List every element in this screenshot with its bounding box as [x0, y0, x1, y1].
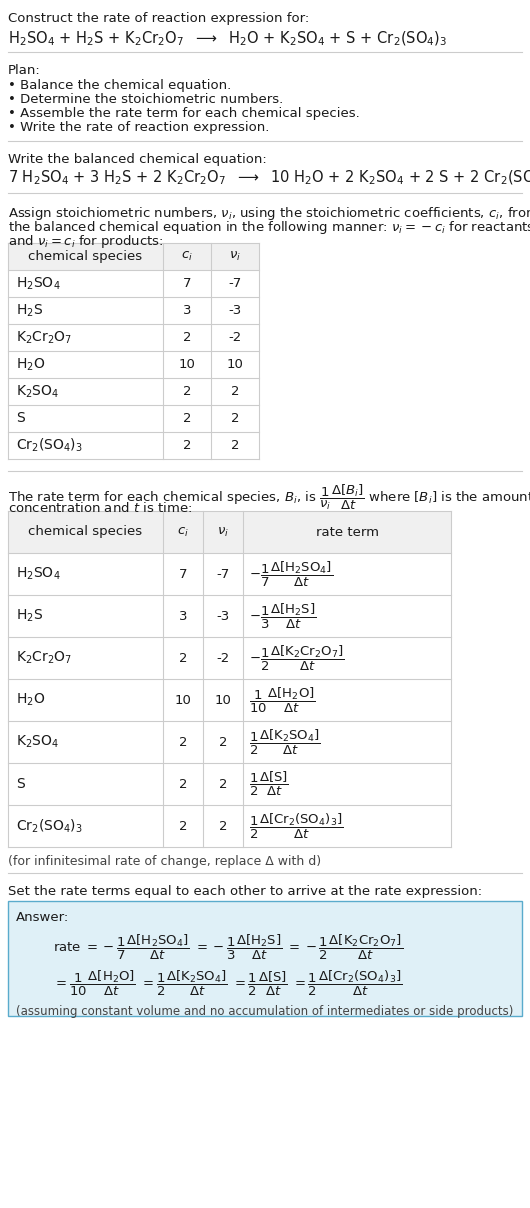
Text: chemical species: chemical species: [29, 525, 143, 539]
Text: Construct the rate of reaction expression for:: Construct the rate of reaction expressio…: [8, 12, 309, 25]
Text: $c_i$: $c_i$: [181, 250, 193, 263]
Text: $\dfrac{1}{10}$$\dfrac{\Delta[\mathregular{H_2O}]}{\Delta t}$: $\dfrac{1}{10}$$\dfrac{\Delta[\mathregul…: [249, 685, 316, 715]
Text: 2: 2: [219, 819, 227, 832]
Text: $\dfrac{1}{2}$$\dfrac{\Delta[\mathregular{S}]}{\Delta t}$: $\dfrac{1}{2}$$\dfrac{\Delta[\mathregula…: [249, 769, 289, 798]
Text: $\mathregular{K_2SO_4}$: $\mathregular{K_2SO_4}$: [16, 383, 59, 400]
Text: $\mathregular{Cr_2(SO_4)_3}$: $\mathregular{Cr_2(SO_4)_3}$: [16, 437, 83, 454]
Text: S: S: [16, 412, 25, 425]
Text: $\dfrac{1}{2}$$\dfrac{\Delta[\mathregular{K_2SO_4}]}{\Delta t}$: $\dfrac{1}{2}$$\dfrac{\Delta[\mathregula…: [249, 727, 321, 756]
Text: -7: -7: [228, 277, 242, 290]
Text: Write the balanced chemical equation:: Write the balanced chemical equation:: [8, 153, 267, 165]
Text: $\mathregular{H_2S}$: $\mathregular{H_2S}$: [16, 302, 43, 319]
Text: 2: 2: [219, 778, 227, 790]
Text: 2: 2: [179, 736, 187, 749]
Text: 2: 2: [183, 331, 191, 344]
Text: 2: 2: [179, 651, 187, 664]
Text: • Assemble the rate term for each chemical species.: • Assemble the rate term for each chemic…: [8, 108, 360, 120]
Text: $\mathregular{H_2O}$: $\mathregular{H_2O}$: [16, 356, 45, 373]
Text: $\mathregular{H_2O}$: $\mathregular{H_2O}$: [16, 692, 45, 708]
Text: • Determine the stoichiometric numbers.: • Determine the stoichiometric numbers.: [8, 93, 283, 106]
Text: 10: 10: [174, 693, 191, 707]
Text: $\mathregular{K_2Cr_2O_7}$: $\mathregular{K_2Cr_2O_7}$: [16, 330, 73, 345]
Text: 3: 3: [183, 304, 191, 316]
Bar: [8, 901, 522, 1016]
Text: 7 $\mathregular{H_2SO_4}$ + 3 $\mathregular{H_2S}$ + 2 $\mathregular{K_2Cr_2O_7}: 7 $\mathregular{H_2SO_4}$ + 3 $\mathregu…: [8, 169, 530, 187]
Text: The rate term for each chemical species, $B_i$, is $\dfrac{1}{\nu_i}\dfrac{\Delt: The rate term for each chemical species,…: [8, 483, 530, 512]
Text: -3: -3: [228, 304, 242, 316]
Text: $\nu_i$: $\nu_i$: [229, 250, 241, 263]
Text: Answer:: Answer:: [16, 911, 69, 924]
Text: 2: 2: [219, 736, 227, 749]
Text: -2: -2: [216, 651, 229, 664]
Text: 3: 3: [179, 610, 187, 622]
Text: 10: 10: [179, 358, 196, 371]
Text: rate $= -\dfrac{1}{7}\dfrac{\Delta[\mathregular{H_2SO_4}]}{\Delta t}$ $= -\dfrac: rate $= -\dfrac{1}{7}\dfrac{\Delta[\math…: [53, 933, 403, 963]
Text: 2: 2: [183, 385, 191, 397]
Text: -3: -3: [216, 610, 229, 622]
Text: (assuming constant volume and no accumulation of intermediates or side products): (assuming constant volume and no accumul…: [16, 1005, 514, 1018]
Text: 2: 2: [231, 439, 239, 452]
Text: 2: 2: [231, 412, 239, 425]
Text: $= \dfrac{1}{10}\dfrac{\Delta[\mathregular{H_2O}]}{\Delta t}$ $= \dfrac{1}{2}\df: $= \dfrac{1}{10}\dfrac{\Delta[\mathregul…: [53, 969, 402, 998]
Text: -7: -7: [216, 568, 229, 581]
Text: $\mathregular{H_2SO_4}$: $\mathregular{H_2SO_4}$: [16, 565, 60, 582]
Text: -2: -2: [228, 331, 242, 344]
Text: $\nu_i$: $\nu_i$: [217, 525, 229, 539]
Text: 2: 2: [179, 819, 187, 832]
Bar: [8, 511, 451, 553]
Text: $\mathregular{H_2SO_4}$ + $\mathregular{H_2S}$ + $\mathregular{K_2Cr_2O_7}$  $\l: $\mathregular{H_2SO_4}$ + $\mathregular{…: [8, 30, 447, 48]
Text: $\dfrac{1}{2}$$\dfrac{\Delta[\mathregular{Cr_2(SO_4)_3}]}{\Delta t}$: $\dfrac{1}{2}$$\dfrac{\Delta[\mathregula…: [249, 812, 343, 841]
Text: Assign stoichiometric numbers, $\nu_i$, using the stoichiometric coefficients, $: Assign stoichiometric numbers, $\nu_i$, …: [8, 205, 530, 222]
Text: 7: 7: [179, 568, 187, 581]
Text: 2: 2: [183, 412, 191, 425]
Text: $-\dfrac{1}{2}$$\dfrac{\Delta[\mathregular{K_2Cr_2O_7}]}{\Delta t}$: $-\dfrac{1}{2}$$\dfrac{\Delta[\mathregul…: [249, 644, 344, 673]
Text: • Write the rate of reaction expression.: • Write the rate of reaction expression.: [8, 121, 269, 134]
Text: Plan:: Plan:: [8, 64, 41, 77]
Text: $\mathregular{K_2SO_4}$: $\mathregular{K_2SO_4}$: [16, 733, 59, 750]
Text: 2: 2: [231, 385, 239, 397]
Text: $\mathregular{H_2SO_4}$: $\mathregular{H_2SO_4}$: [16, 275, 60, 291]
Text: 2: 2: [179, 778, 187, 790]
Text: $c_i$: $c_i$: [177, 525, 189, 539]
Text: S: S: [16, 777, 25, 791]
Text: 2: 2: [183, 439, 191, 452]
Bar: [8, 243, 259, 271]
Text: Set the rate terms equal to each other to arrive at the rate expression:: Set the rate terms equal to each other t…: [8, 885, 482, 898]
Text: • Balance the chemical equation.: • Balance the chemical equation.: [8, 79, 231, 92]
Text: $-\dfrac{1}{7}$$\dfrac{\Delta[\mathregular{H_2SO_4}]}{\Delta t}$: $-\dfrac{1}{7}$$\dfrac{\Delta[\mathregul…: [249, 559, 333, 588]
Text: (for infinitesimal rate of change, replace Δ with d): (for infinitesimal rate of change, repla…: [8, 855, 321, 869]
Text: 10: 10: [226, 358, 243, 371]
Text: and $\nu_i = c_i$ for products:: and $\nu_i = c_i$ for products:: [8, 233, 164, 250]
Text: chemical species: chemical species: [29, 250, 143, 263]
Text: $\mathregular{Cr_2(SO_4)_3}$: $\mathregular{Cr_2(SO_4)_3}$: [16, 818, 83, 835]
Text: the balanced chemical equation in the following manner: $\nu_i = -c_i$ for react: the balanced chemical equation in the fo…: [8, 219, 530, 236]
Text: concentration and $t$ is time:: concentration and $t$ is time:: [8, 501, 192, 515]
Text: rate term: rate term: [315, 525, 378, 539]
Text: $-\dfrac{1}{3}$$\dfrac{\Delta[\mathregular{H_2S}]}{\Delta t}$: $-\dfrac{1}{3}$$\dfrac{\Delta[\mathregul…: [249, 602, 316, 631]
Text: 10: 10: [215, 693, 232, 707]
Text: 7: 7: [183, 277, 191, 290]
Text: $\mathregular{K_2Cr_2O_7}$: $\mathregular{K_2Cr_2O_7}$: [16, 650, 73, 666]
Text: $\mathregular{H_2S}$: $\mathregular{H_2S}$: [16, 608, 43, 625]
